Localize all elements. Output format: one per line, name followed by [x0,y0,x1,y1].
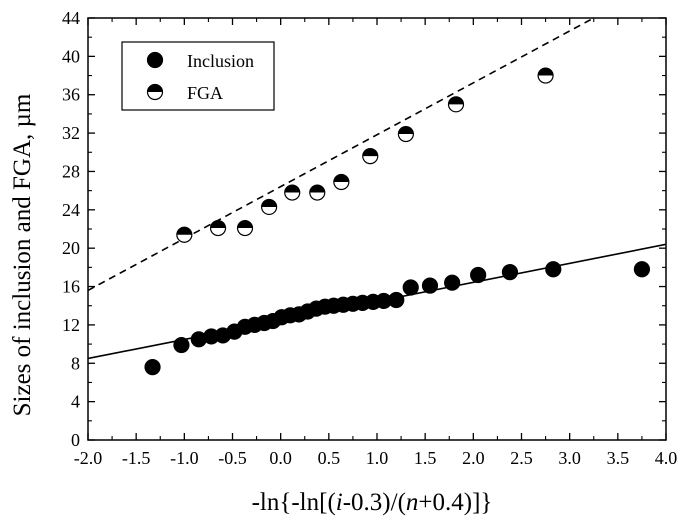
legend-label-fga: FGA [187,83,223,103]
inclusion-point [444,274,461,291]
fga-point-half [309,185,325,193]
y-axis-label: Sizes of inclusion and FGA, µm [9,93,36,416]
fga-point-half [362,148,378,157]
x-tick-label: -1.0 [170,448,199,468]
inclusion-point [470,266,487,284]
inclusion-point [173,336,190,354]
y-tick-label: 40 [62,46,80,66]
legend-box [121,41,275,111]
inclusion-point [144,359,161,376]
fga-point [261,198,278,216]
legend-marker-inclusion [146,51,164,69]
fga-point-half [398,126,414,135]
legend-marker-fga [146,83,164,101]
x-tick-label: 0.0 [269,448,292,468]
y-axis-ticks: 0 4 8 12 16 20 24 28 32 36 40 44 [62,8,666,450]
y-tick-label: 32 [62,123,80,143]
x-tick-label: 1.0 [366,448,389,468]
y-tick-label: 44 [62,8,80,28]
fga-point-half [176,227,192,235]
fga-point [209,219,227,237]
x-tick-label: 4.0 [655,448,678,468]
y-tick-label: 0 [71,430,80,450]
x-tick-label: 0.5 [318,448,341,468]
fga-point [537,67,554,84]
inclusion-point [545,261,562,278]
fga-point [284,184,301,201]
fga-point [333,173,350,191]
x-axis-label: -ln{-ln[(i-0.3)/(n+0.4)]} [252,489,493,516]
inclusion-point [388,291,405,309]
y-tick-label: 12 [62,315,80,335]
y-tick-label: 20 [62,238,80,258]
legend-label-inclusion: Inclusion [187,51,254,71]
fga-point-half [284,185,300,193]
x-tick-label: 3.5 [607,448,630,468]
inclusion-point [633,261,651,278]
fga-point [362,148,379,165]
x-tick-label: -1.5 [122,448,151,468]
fga-point-half [237,220,253,229]
x-tick-label: 1.5 [414,448,437,468]
inclusion-point [421,277,439,294]
fga-point [236,219,254,237]
x-tick-label: 2.0 [462,448,485,468]
y-tick-label: 8 [71,353,80,373]
y-tick-label: 16 [62,277,80,297]
fga-point [176,226,193,243]
x-axis-ticks: -2.0 -1.5 -1.0 -0.5 0.0 0.5 1.0 1.5 2.0 2.5 3.0 3.5… [74,18,678,468]
y-tick-label: 24 [62,200,80,220]
fga-point-half [210,220,226,229]
fga-point-half [448,96,464,105]
x-tick-label: -0.5 [218,448,247,468]
x-tick-label: -2.0 [74,448,103,468]
inclusion-point [501,264,519,281]
fga-point-half [333,174,349,183]
y-tick-label: 28 [62,161,80,181]
x-tick-label: 3.0 [558,448,581,468]
y-tick-label: 36 [62,85,80,105]
legend: Inclusion FGA [121,41,275,111]
fga-point [309,184,326,201]
fga-point [447,96,465,113]
y-tick-label: 4 [71,392,80,412]
x-tick-label: 2.5 [510,448,533,468]
fga-point-half [538,68,554,76]
inclusion-point [402,279,419,296]
data-points [144,67,651,376]
fga-point-half [261,199,277,207]
fga-point [397,125,414,143]
